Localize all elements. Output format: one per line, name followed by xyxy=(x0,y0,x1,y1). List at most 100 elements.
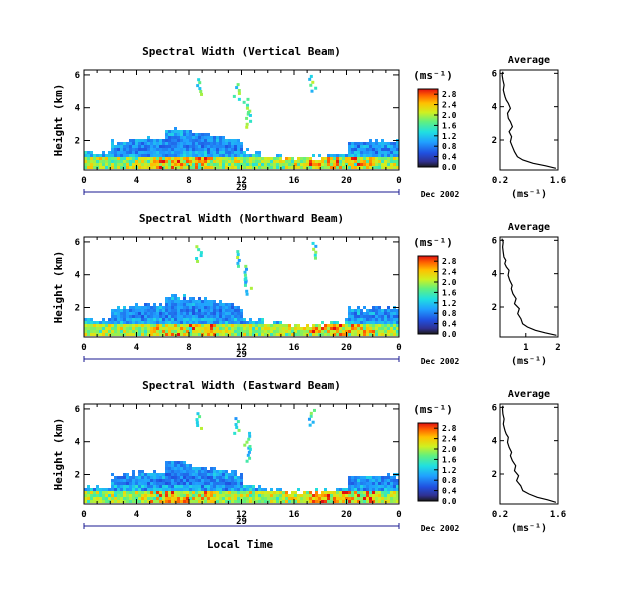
echo-cell xyxy=(192,321,195,324)
echo-cell xyxy=(180,133,183,136)
echo-cell xyxy=(162,160,165,163)
echo-cell xyxy=(138,160,141,163)
echo-cell xyxy=(216,166,219,169)
echo-cell xyxy=(243,485,246,488)
echo-cell xyxy=(207,473,210,476)
echo-cell xyxy=(189,470,192,473)
echo-cell xyxy=(321,500,324,503)
echo-cell xyxy=(210,148,213,151)
echo-cell xyxy=(132,491,135,494)
echo-cell xyxy=(279,324,282,327)
echo-cell xyxy=(156,309,159,312)
y-tick-label: 4 xyxy=(75,271,81,281)
echo-cell xyxy=(153,306,156,309)
echo-cell xyxy=(285,500,288,503)
echo-cell xyxy=(129,488,132,491)
echo-cell xyxy=(177,500,180,503)
echo-cell xyxy=(387,500,390,503)
echo-cell xyxy=(132,160,135,163)
echo-cell xyxy=(216,333,219,336)
echo-cell xyxy=(273,327,276,330)
echo-cell xyxy=(180,476,183,479)
echo-cell xyxy=(244,264,248,268)
echo-cell xyxy=(159,154,162,157)
echo-cell xyxy=(348,482,351,485)
echo-cell xyxy=(183,136,186,139)
echo-cell xyxy=(270,488,273,491)
echo-cell xyxy=(276,491,279,494)
echo-cell xyxy=(342,327,345,330)
echo-cell xyxy=(195,163,198,166)
colorbar xyxy=(417,88,439,168)
echo-cell xyxy=(231,327,234,330)
echo-cell xyxy=(126,485,129,488)
echo-cell xyxy=(183,330,186,333)
echo-cell xyxy=(345,318,348,321)
echo-cell xyxy=(245,125,249,129)
echo-cell xyxy=(135,148,138,151)
echo-cell xyxy=(366,321,369,324)
echo-cell xyxy=(339,333,342,336)
echo-cell xyxy=(150,142,153,145)
echo-cell xyxy=(189,321,192,324)
echo-cell xyxy=(297,157,300,160)
echo-cell xyxy=(381,145,384,148)
echo-cell xyxy=(354,312,357,315)
echo-cell xyxy=(156,494,159,497)
echo-cell xyxy=(312,330,315,333)
echo-cell xyxy=(276,333,279,336)
echo-cell xyxy=(225,151,228,154)
echo-cell xyxy=(222,494,225,497)
echo-cell xyxy=(153,166,156,169)
echo-cell xyxy=(393,324,396,327)
echo-cell xyxy=(210,166,213,169)
echo-cell xyxy=(240,479,243,482)
y-tick-label: 2 xyxy=(75,136,80,146)
echo-cell xyxy=(138,166,141,169)
echo-cell xyxy=(207,470,210,473)
echo-cell xyxy=(396,485,399,488)
echo-cell xyxy=(111,145,114,148)
echo-cell xyxy=(201,133,204,136)
echo-cell xyxy=(144,479,147,482)
echo-cell xyxy=(189,482,192,485)
echo-cell xyxy=(363,485,366,488)
echo-cell xyxy=(171,133,174,136)
echo-cell xyxy=(159,473,162,476)
echo-cell xyxy=(156,312,159,315)
echo-cell xyxy=(135,476,138,479)
echo-cell xyxy=(189,479,192,482)
echo-cell xyxy=(102,330,105,333)
echo-cell xyxy=(234,148,237,151)
echo-cell xyxy=(258,327,261,330)
echo-cell xyxy=(384,142,387,145)
echo-cell xyxy=(108,154,111,157)
echo-cell xyxy=(234,500,237,503)
echo-cell xyxy=(276,160,279,163)
echo-cell xyxy=(207,315,210,318)
echo-cell xyxy=(195,330,198,333)
echo-cell xyxy=(309,157,312,160)
echo-cell xyxy=(315,160,318,163)
echo-cell xyxy=(231,139,234,142)
echo-cell xyxy=(345,157,348,160)
echo-cell xyxy=(288,160,291,163)
echo-cell xyxy=(150,318,153,321)
echo-cell xyxy=(183,464,186,467)
echo-cell xyxy=(132,479,135,482)
echo-cell xyxy=(138,142,141,145)
echo-cell xyxy=(357,333,360,336)
echo-cell xyxy=(234,497,237,500)
echo-cell xyxy=(348,306,351,309)
echo-cell xyxy=(387,315,390,318)
echo-cell xyxy=(342,160,345,163)
echo-cell xyxy=(87,485,90,488)
colorbar-tick-label: 1.6 xyxy=(442,288,457,297)
echo-cell xyxy=(372,333,375,336)
echo-cell xyxy=(231,479,234,482)
echo-cell xyxy=(300,494,303,497)
echo-cell xyxy=(144,309,147,312)
echo-cell xyxy=(171,312,174,315)
echo-cell xyxy=(102,488,105,491)
